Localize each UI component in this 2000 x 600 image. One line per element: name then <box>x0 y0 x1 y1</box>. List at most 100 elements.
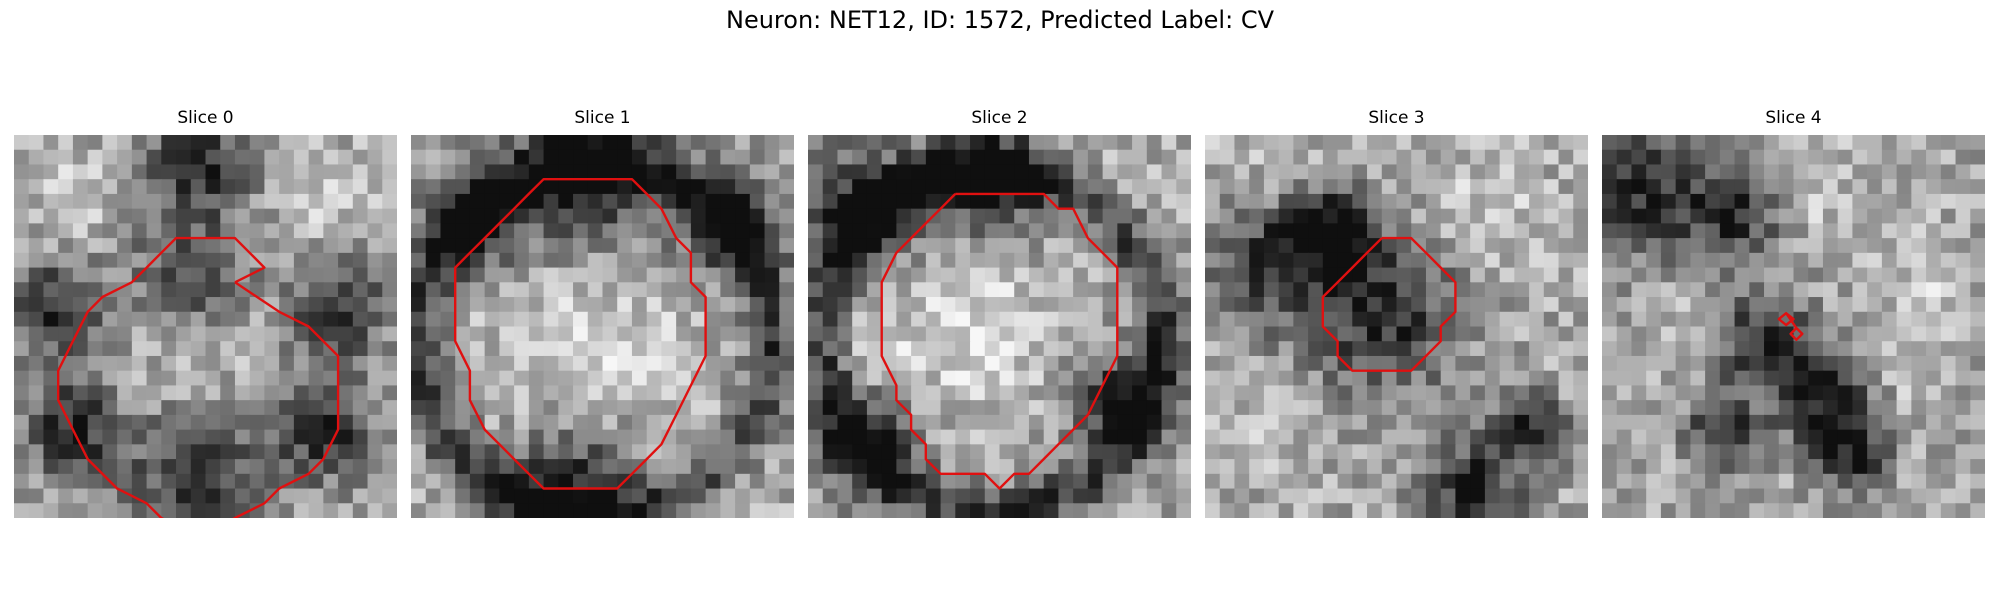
pixel <box>1028 193 1045 210</box>
pixel <box>558 135 574 151</box>
pixel <box>308 341 324 357</box>
pixel <box>161 297 177 313</box>
pixel <box>1322 252 1339 269</box>
pixel <box>1014 193 1030 210</box>
pixel <box>602 223 618 239</box>
pixel <box>1381 414 1398 431</box>
pixel <box>573 179 589 195</box>
pixel <box>631 473 648 490</box>
pixel <box>1660 267 1677 283</box>
pixel <box>1352 149 1368 166</box>
pixel <box>1455 370 1471 387</box>
pixel <box>425 429 442 445</box>
pixel <box>58 149 74 166</box>
pixel <box>1293 135 1309 151</box>
slice-panel-2: Slice 2 <box>808 108 1191 518</box>
pixel <box>279 208 295 224</box>
pixel <box>1749 208 1765 224</box>
slice-title: Slice 0 <box>177 108 234 128</box>
pixel <box>646 297 663 313</box>
pixel <box>131 414 148 431</box>
pixel <box>1028 297 1045 313</box>
pixel <box>1425 429 1442 445</box>
pixel <box>866 311 883 328</box>
pixel <box>190 444 207 460</box>
pixel <box>43 488 59 504</box>
pixel <box>102 459 118 475</box>
pixel <box>1808 370 1824 387</box>
pixel <box>808 355 824 372</box>
pixel <box>117 385 133 401</box>
pixel <box>925 414 942 431</box>
pixel <box>220 193 236 210</box>
pixel <box>1205 370 1221 387</box>
pixel <box>661 326 677 342</box>
pixel <box>102 326 118 342</box>
pixel <box>1102 179 1118 195</box>
pixel <box>735 385 751 401</box>
pixel <box>925 400 942 416</box>
pixel <box>1337 252 1353 269</box>
pixel <box>279 223 295 239</box>
pixel <box>190 223 207 239</box>
pixel <box>264 370 280 387</box>
pixel <box>514 341 530 357</box>
pixel <box>117 355 133 372</box>
pixel <box>1234 503 1250 518</box>
pixel <box>528 149 545 166</box>
pixel <box>1352 208 1368 224</box>
pixel <box>822 400 839 416</box>
pixel <box>1573 208 1588 224</box>
pixel <box>602 311 618 328</box>
pixel <box>896 488 912 504</box>
pixel <box>646 400 663 416</box>
pixel <box>984 135 1001 151</box>
pixel <box>220 444 236 460</box>
pixel <box>14 238 30 254</box>
pixel <box>1102 297 1118 313</box>
pixel <box>1146 179 1163 195</box>
pixel <box>1778 341 1795 357</box>
pixel <box>1837 282 1854 298</box>
pixel <box>602 164 618 180</box>
pixel <box>1205 135 1221 151</box>
pixel <box>499 238 515 254</box>
pixel <box>573 488 589 504</box>
pixel <box>58 400 74 416</box>
pixel <box>808 429 824 445</box>
pixel <box>720 297 736 313</box>
pixel <box>1793 444 1809 460</box>
pixel <box>1867 385 1883 401</box>
pixel <box>940 400 956 416</box>
pixel <box>690 459 707 475</box>
pixel <box>735 252 751 269</box>
pixel <box>1249 473 1265 490</box>
pixel <box>661 238 677 254</box>
pixel <box>764 238 780 254</box>
pixel <box>999 326 1015 342</box>
pixel <box>779 444 794 460</box>
pixel <box>1043 267 1060 283</box>
pixel <box>1440 223 1457 239</box>
pixel <box>558 238 574 254</box>
pixel <box>1867 208 1883 224</box>
pixel <box>1352 429 1368 445</box>
pixel <box>1852 385 1868 401</box>
pixel <box>1602 267 1618 283</box>
pixel <box>1837 149 1854 166</box>
pixel <box>1646 444 1662 460</box>
pixel <box>1602 238 1618 254</box>
pixel <box>425 208 442 224</box>
pixel <box>881 444 897 460</box>
pixel <box>808 444 824 460</box>
pixel <box>43 444 59 460</box>
pixel <box>308 297 324 313</box>
pixel <box>1867 326 1883 342</box>
pixel <box>1793 341 1809 357</box>
pixel <box>131 473 148 490</box>
pixel <box>1146 385 1163 401</box>
pixel <box>117 179 133 195</box>
pixel <box>1852 238 1868 254</box>
pixel <box>161 267 177 283</box>
pixel <box>131 400 148 416</box>
